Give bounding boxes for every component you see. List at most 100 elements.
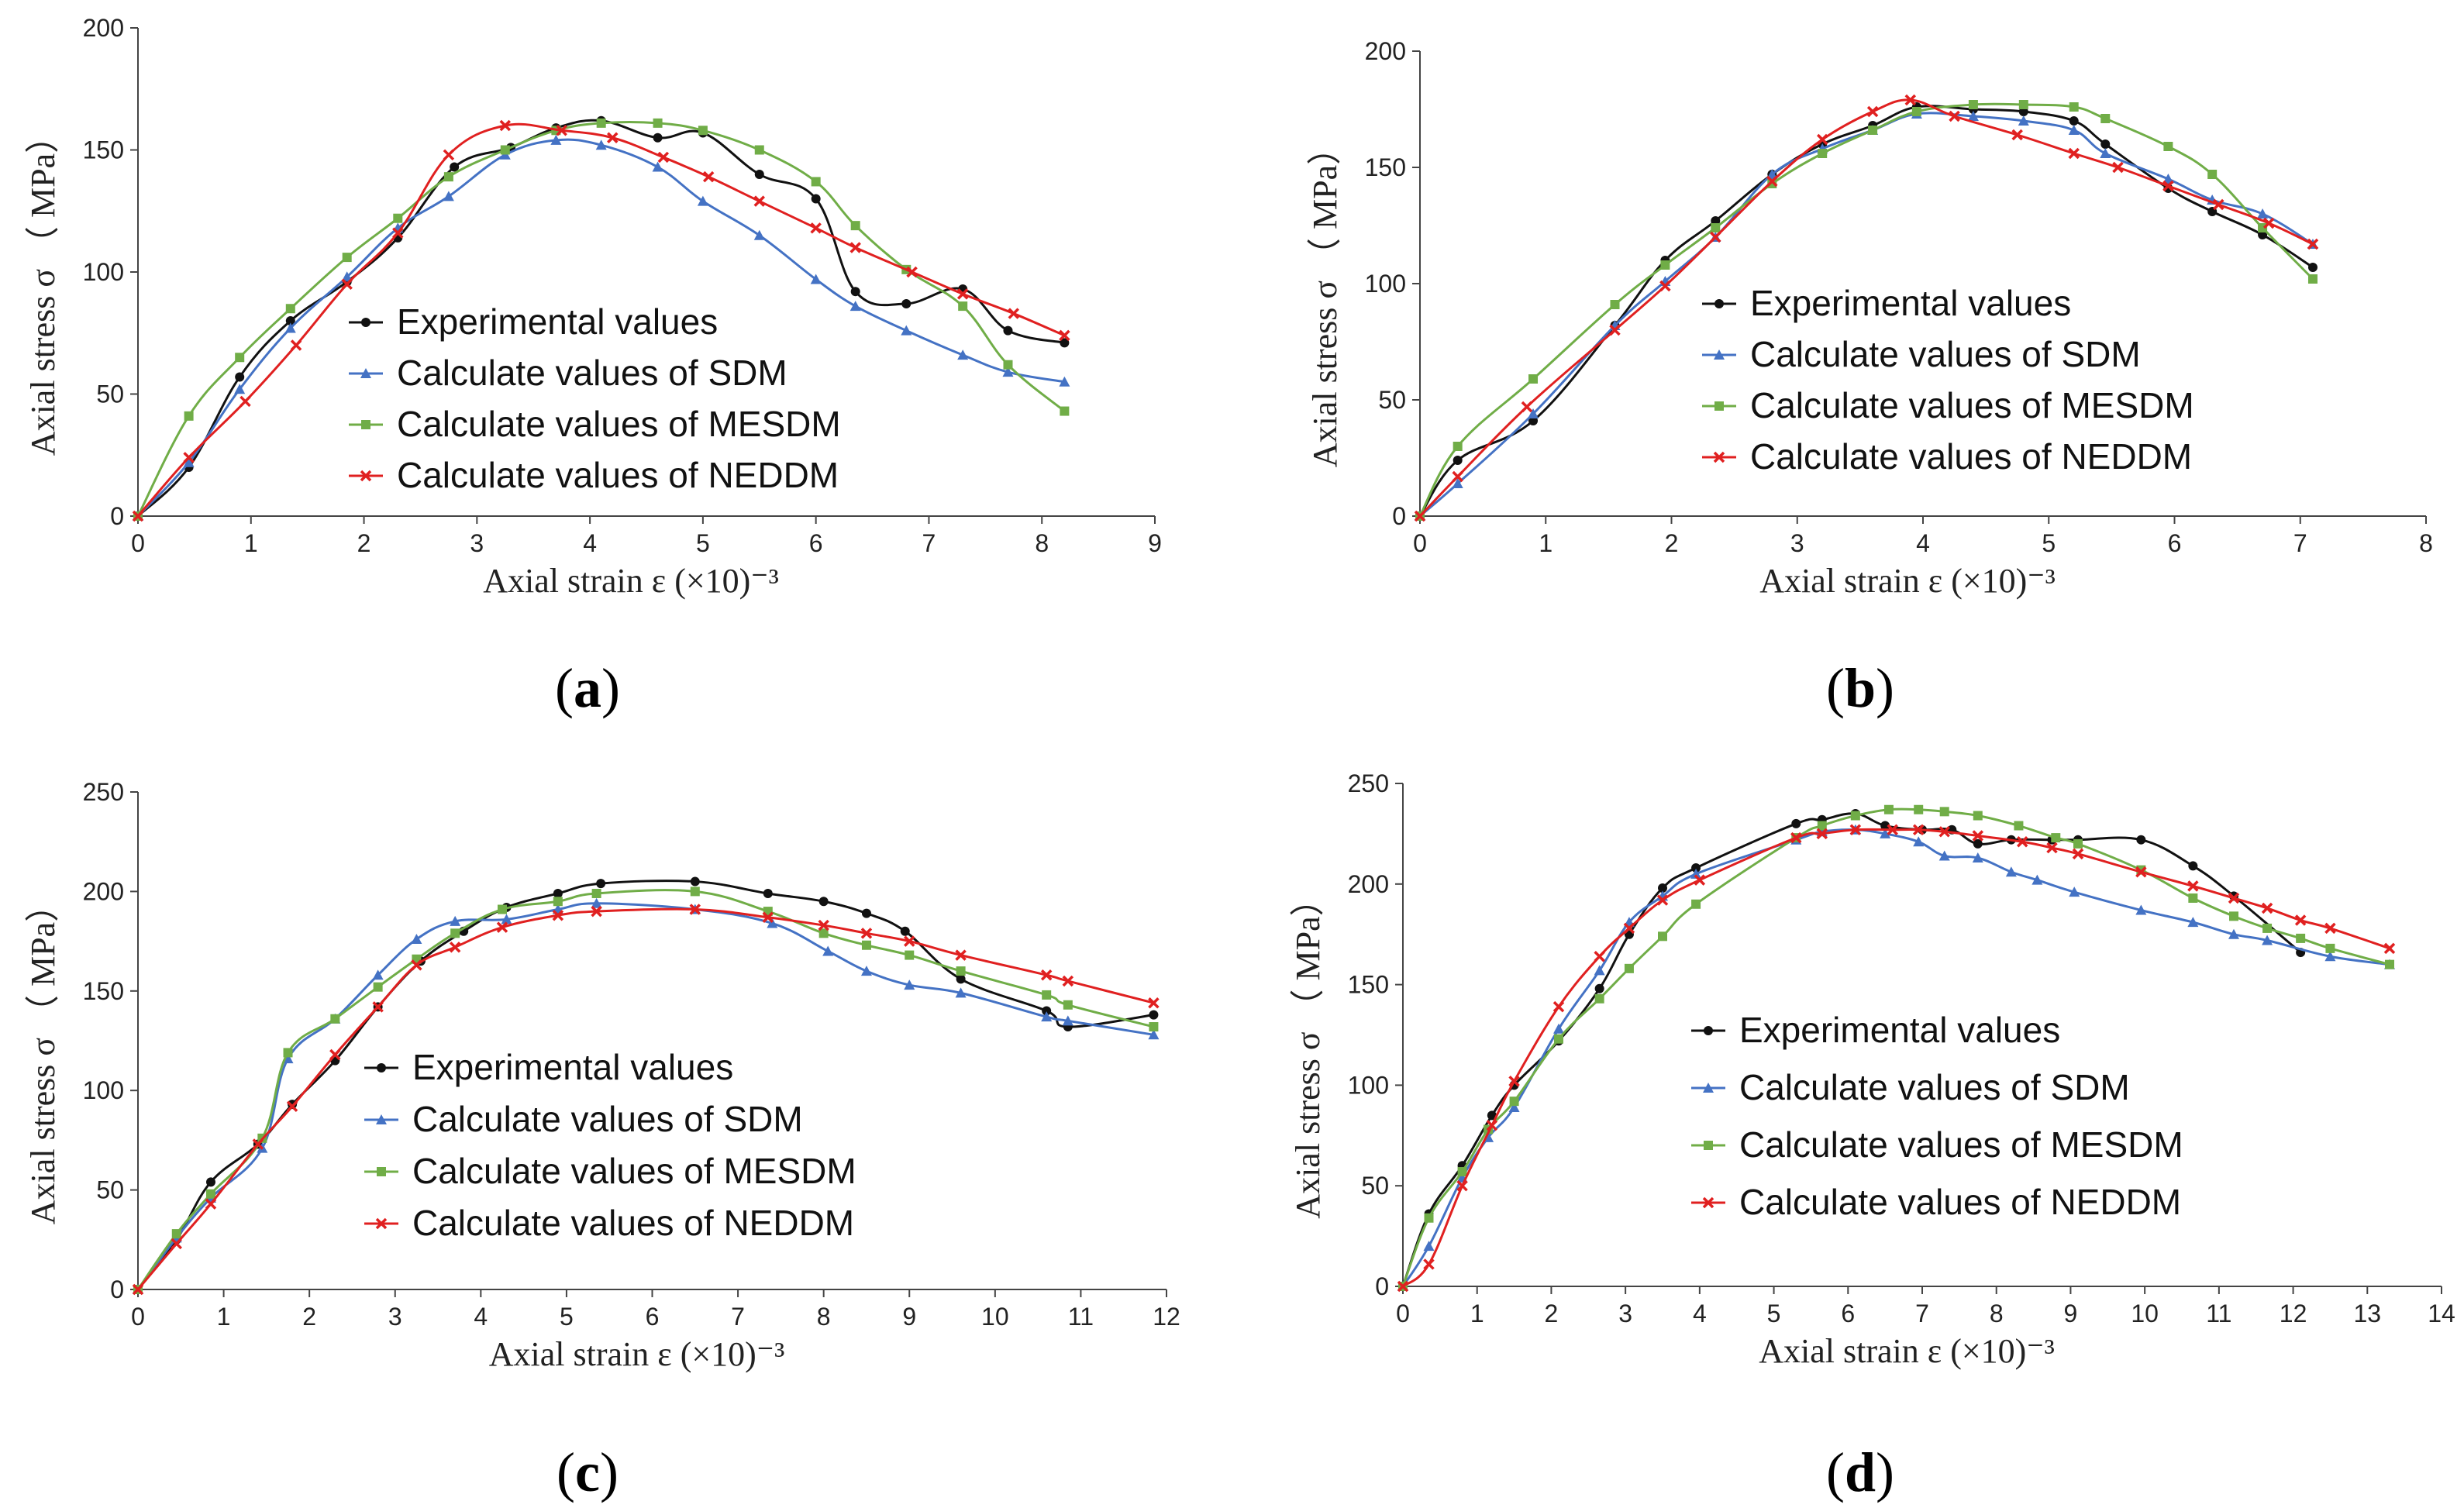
panel-label: (c) <box>557 1441 619 1503</box>
data-point-neddm <box>1594 951 1605 962</box>
data-point-neddm <box>810 222 822 234</box>
data-point-sdm <box>652 161 663 172</box>
data-point-mesdm <box>596 118 606 128</box>
series-neddm <box>132 904 1160 1296</box>
data-point-neddm <box>2307 238 2319 250</box>
data-point-neddm <box>591 905 602 918</box>
x-tick-label: 5 <box>560 1303 574 1331</box>
data-point-sdm <box>282 1053 294 1064</box>
y-tick-label: 50 <box>1378 386 1406 414</box>
data-point-neddm <box>762 911 774 924</box>
data-point-sdm <box>2005 866 2017 877</box>
data-point-neddm <box>2046 842 2058 854</box>
data-point-neddm <box>2068 147 2080 160</box>
data-point-mesdm <box>235 353 245 363</box>
x-tick-label: 2 <box>302 1303 316 1331</box>
data-point-neddm <box>1040 969 1053 981</box>
data-point-neddm <box>1623 922 1635 935</box>
legend-marker-experimental <box>377 1063 386 1072</box>
data-point-mesdm <box>2262 923 2273 933</box>
x-tick-label: 8 <box>1990 1300 2004 1327</box>
data-point-mesdm <box>1003 360 1013 370</box>
data-point-mesdm <box>2229 911 2238 921</box>
data-point-mesdm <box>690 887 700 897</box>
x-tick-label: 4 <box>1693 1300 1707 1327</box>
data-point-mesdm <box>956 966 966 976</box>
data-point-mesdm <box>184 411 194 421</box>
x-tick-label: 12 <box>1153 1303 1180 1331</box>
data-point-neddm <box>1659 280 1671 292</box>
data-point-neddm <box>689 904 701 915</box>
legend-label-sdm: Calculate values of SDM <box>1750 334 2141 374</box>
legend-marker-neddm <box>375 1217 388 1230</box>
data-point-mesdm <box>1968 100 1978 109</box>
panel-label: (b) <box>1826 657 1894 719</box>
data-point-experimental <box>1060 338 1070 348</box>
chart-panel-b: 0 1 2 3 4 5 6 7 8 0 50 100 150 200 Axial strain ε (×10… <box>1306 37 2433 719</box>
data-point-sdm <box>1041 1011 1053 1022</box>
data-point-neddm <box>2162 180 2174 192</box>
legend: Experimental values Calculate values of S… <box>349 301 841 495</box>
data-point-neddm <box>392 227 404 239</box>
data-point-neddm <box>1521 401 1533 413</box>
legend-marker-sdm <box>1714 349 1725 360</box>
series-neddm <box>1414 94 2319 522</box>
legend-label-sdm: Calculate values of SDM <box>1739 1067 2130 1107</box>
legend-marker-sdm <box>360 368 371 378</box>
data-point-mesdm <box>818 928 829 938</box>
data-point-sdm <box>1508 1101 1520 1112</box>
x-tick-label: 9 <box>902 1303 916 1331</box>
chart-panel-a: 0 1 2 3 4 5 6 7 8 9 0 50 100 150 200 Axial strain ε (×1… <box>24 14 1162 719</box>
data-point-mesdm <box>1060 406 1070 416</box>
legend-label-neddm: Calculate values of NEDDM <box>1750 436 2192 477</box>
data-point-mesdm <box>1457 1167 1467 1177</box>
data-point-experimental <box>1453 456 1463 465</box>
data-point-mesdm <box>1660 260 1670 270</box>
legend-marker-mesdm <box>1714 401 1724 411</box>
data-point-mesdm <box>1911 107 1921 116</box>
data-point-sdm <box>2324 951 2336 962</box>
x-tick-label: 8 <box>2419 529 2433 557</box>
x-axis-label: Axial strain ε (×10)⁻³ <box>1759 562 2056 600</box>
data-point-sdm <box>2018 115 2029 126</box>
y-tick-label: 200 <box>1348 870 1389 898</box>
legend-label-sdm: Calculate values of SDM <box>397 353 787 393</box>
data-point-neddm <box>1816 828 1828 840</box>
data-point-neddm <box>657 151 670 164</box>
data-point-mesdm <box>1509 1097 1519 1107</box>
data-point-experimental <box>754 170 764 179</box>
data-point-mesdm <box>1658 931 1667 942</box>
x-tick-label: 5 <box>2042 529 2056 557</box>
x-tick-label: 8 <box>1035 529 1049 557</box>
x-tick-label: 3 <box>1618 1300 1632 1327</box>
x-tick-label: 4 <box>583 529 597 557</box>
data-point-neddm <box>2262 217 2275 229</box>
x-tick-label: 14 <box>2428 1300 2455 1327</box>
data-point-neddm <box>1949 110 1960 122</box>
series-neddm <box>132 119 1070 522</box>
y-tick-label: 250 <box>83 778 124 806</box>
x-tick-label: 7 <box>922 529 936 557</box>
data-point-neddm <box>2187 880 2199 892</box>
data-point-mesdm <box>1973 811 1983 821</box>
legend-marker-experimental <box>361 318 370 327</box>
x-tick-label: 1 <box>244 529 258 557</box>
legend-marker-sdm <box>376 1114 387 1124</box>
data-point-sdm <box>2187 917 2199 928</box>
y-tick-label: 250 <box>1348 769 1389 797</box>
data-point-sdm <box>1880 828 1891 838</box>
x-tick-label: 1 <box>1470 1300 1484 1327</box>
legend-label-experimental: Experimental values <box>397 301 718 342</box>
data-point-mesdm <box>450 928 460 938</box>
data-point-experimental <box>1149 1010 1159 1020</box>
data-point-neddm <box>753 195 766 207</box>
data-point-mesdm <box>393 213 403 223</box>
data-point-mesdm <box>653 118 663 128</box>
y-axis-label: Axial stress σ （ MPa） <box>1306 131 1344 467</box>
data-point-neddm <box>1397 1280 1409 1293</box>
panel-label: (d) <box>1826 1441 1894 1503</box>
data-point-neddm <box>906 266 918 278</box>
y-tick-label: 50 <box>96 380 124 408</box>
data-point-neddm <box>2135 866 2147 878</box>
data-point-mesdm <box>1868 126 1878 135</box>
